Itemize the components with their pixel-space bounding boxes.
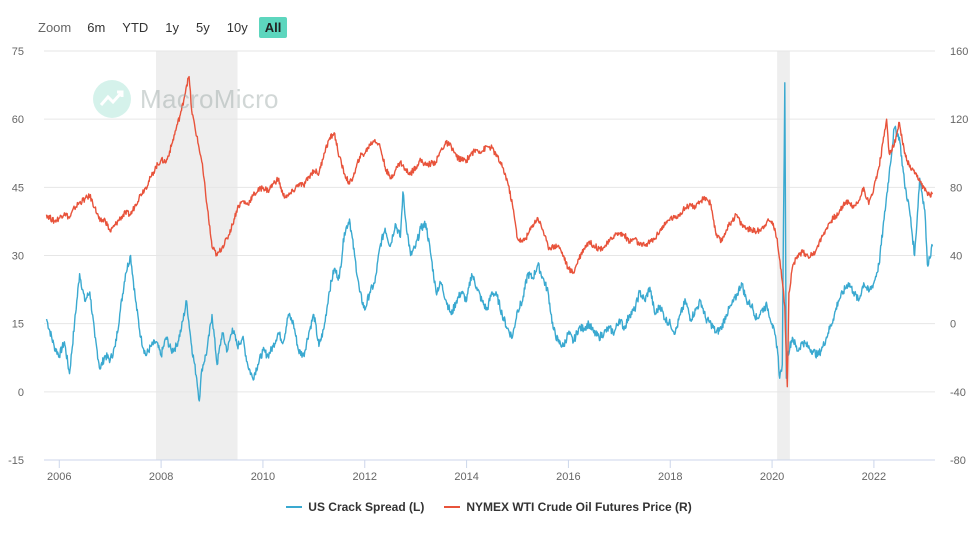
x-tick-label: 2008 [149, 471, 173, 483]
macromicro-watermark: MacroMicro [92, 79, 279, 119]
zoom-1y-button[interactable]: 1y [165, 19, 180, 35]
x-tick-label: 2012 [353, 471, 377, 483]
zoom-label: Zoom [38, 19, 72, 35]
right-tick-label: 40 [950, 251, 962, 263]
legend-item-crack-spread[interactable]: US Crack Spread (L) [286, 500, 424, 514]
x-tick-label: 2016 [556, 471, 580, 483]
series-line-wti-price [45, 75, 934, 388]
left-tick-label: 30 [12, 251, 24, 263]
zoom-toolbar: Zoom 6m YTD 1y 5y 10y All [38, 16, 292, 38]
x-tick-label: 2010 [251, 471, 275, 483]
series-line-crack-spread [45, 82, 934, 402]
legend-label-crack: US Crack Spread (L) [308, 500, 425, 514]
right-tick-label: 120 [950, 114, 968, 126]
watermark-text: MacroMicro [140, 83, 279, 114]
x-tick-label: 2022 [862, 471, 886, 483]
right-tick-label: 80 [950, 182, 962, 194]
legend: US Crack Spread (L) NYMEX WTI Crude Oil … [0, 500, 978, 514]
left-tick-label: 75 [12, 46, 24, 58]
series-lines [45, 75, 934, 402]
legend-item-wti-price[interactable]: NYMEX WTI Crude Oil Futures Price (R) [444, 500, 692, 514]
left-tick-label: -15 [8, 455, 24, 467]
right-axis: 160 120 80 40 0 -40 -80 [950, 46, 968, 467]
x-tick-label: 2018 [658, 471, 682, 483]
left-tick-label: 0 [18, 387, 24, 399]
zoom-5y-button[interactable]: 5y [196, 19, 210, 35]
x-tick-label: 2014 [454, 471, 478, 483]
macromicro-logo-icon [93, 80, 131, 118]
x-axis: 2006 2008 2010 2012 2014 2016 2018 2020 2022 [44, 459, 935, 483]
right-tick-label: -40 [950, 387, 966, 399]
x-tick-label: 2006 [47, 471, 71, 483]
legend-swatch-wti [444, 506, 461, 508]
legend-swatch-crack [286, 506, 303, 508]
right-tick-label: 0 [950, 319, 956, 331]
left-tick-label: 60 [12, 114, 24, 126]
left-axis: 75 60 45 30 15 0 -15 [8, 46, 24, 467]
zoom-6m-button[interactable]: 6m [87, 19, 106, 35]
zoom-10y-button[interactable]: 10y [226, 19, 248, 35]
right-tick-label: 160 [950, 46, 968, 58]
zoom-ytd-button[interactable]: YTD [122, 19, 149, 35]
left-tick-label: 45 [12, 182, 24, 194]
x-tick-label: 2020 [760, 471, 784, 483]
legend-label-wti: NYMEX WTI Crude Oil Futures Price (R) [466, 500, 692, 514]
zoom-all-button[interactable]: All [258, 16, 288, 38]
right-tick-label: -80 [950, 455, 966, 467]
left-tick-label: 15 [12, 319, 24, 331]
